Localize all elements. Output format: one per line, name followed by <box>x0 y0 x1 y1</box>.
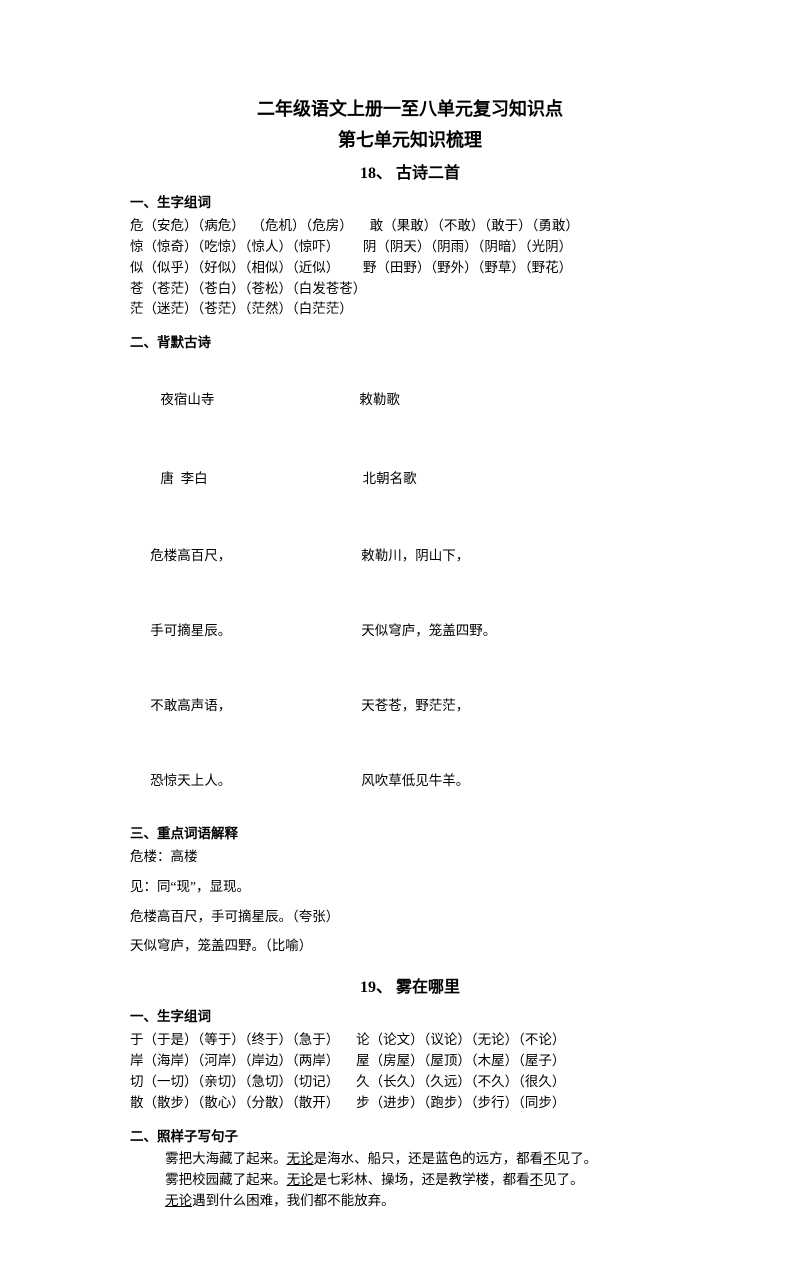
sb-u2: 不 <box>530 1172 544 1187</box>
sc-u1: 无论 <box>165 1193 192 1208</box>
sc-mid: 遇到什么困难，我们都不能放弃。 <box>192 1193 395 1208</box>
l19-row-2: 切（一切）（亲切）（急切）（切记） 久（长久）（久远）（不久）（很久） <box>130 1072 690 1093</box>
l18-s1-head: 一、生字组词 <box>130 192 690 214</box>
sa-u1: 无论 <box>287 1151 314 1166</box>
l19-row-1: 岸（海岸）（河岸）（岸边）（两岸） 屋（房屋）（屋顶）（木屋）（屋子） <box>130 1051 690 1072</box>
poem-line-2: 不敢高声语， 天苍苍，野茫茫， <box>130 673 690 738</box>
l18-row-0: 危（安危）（病危） （危机）（危房） 敢（果敢）（不敢）（敢于）（勇敢） <box>130 216 690 237</box>
explain-2: 危楼高百尺，手可摘星辰。（夸张） <box>130 906 690 928</box>
explain-0: 危楼：高楼 <box>130 846 690 868</box>
poem-line-1: 手可摘星辰。 天似穹庐，笼盖四野。 <box>130 598 690 663</box>
poem2-l3: 风吹草低见牛羊。 <box>361 773 469 788</box>
poem1-author: 唐 李白 <box>150 471 207 486</box>
poem-titles: 夜宿山寺 敕勒歌 <box>130 366 690 435</box>
poem2-l2: 天苍苍，野茫茫， <box>361 698 469 713</box>
poem1-l3: 恐惊天上人。 <box>150 773 231 788</box>
l19-s2-head: 二、照样子写句子 <box>130 1126 690 1148</box>
poem1-title: 夜宿山寺 <box>150 392 214 407</box>
l18-row-3: 苍（苍茫）（苍白）（苍松）（白发苍苍） <box>130 279 690 300</box>
l18-row-2: 似（似乎）（好似）（相似）（近似） 野（田野）（野外）（野草）（野花） <box>130 258 690 279</box>
poem-line-0: 危楼高百尺， 敕勒川，阴山下， <box>130 524 690 589</box>
poem2-author: 北朝名歌 <box>363 471 417 486</box>
sentence-a: 雾把大海藏了起来。无论是海水、船只，还是蓝色的远方，都看不见了。 <box>130 1149 690 1170</box>
poem2-l1: 天似穹庐，笼盖四野。 <box>361 623 496 638</box>
l19-s1-head: 一、生字组词 <box>130 1006 690 1028</box>
sb-pre: 雾把校园藏了起来。 <box>165 1172 287 1187</box>
lesson19-title: 19、 雾在哪里 <box>130 975 690 1001</box>
lesson18-title: 18、 古诗二首 <box>130 161 690 187</box>
sa-tail: 见了。 <box>557 1151 598 1166</box>
sb-tail: 见了。 <box>543 1172 584 1187</box>
l19-row-3: 散（散步）（散心）（分散）（散开） 步（进步）（跑步）（步行）（同步） <box>130 1093 690 1114</box>
l18-s3-head: 三、重点词语解释 <box>130 823 690 845</box>
l18-row-1: 惊（惊奇）（吃惊）（惊人）（惊吓） 阴（阴天）（阴雨）（阴暗）（光阴） <box>130 237 690 258</box>
poem-line-3: 恐惊天上人。 风吹草低见牛羊。 <box>130 748 690 813</box>
poem2-l0: 敕勒川，阴山下， <box>361 548 469 563</box>
poem1-l2: 不敢高声语， <box>150 698 231 713</box>
title-sub: 第七单元知识梳理 <box>130 126 690 155</box>
title-main: 二年级语文上册一至八单元复习知识点 <box>130 95 690 124</box>
sa-pre: 雾把大海藏了起来。 <box>165 1151 287 1166</box>
poem2-title: 敕勒歌 <box>359 392 400 407</box>
sentence-c: 无论遇到什么困难，我们都不能放弃。 <box>130 1191 690 1212</box>
poem-authors: 唐 李白 北朝名歌 <box>130 445 690 514</box>
sb-mid: 是七彩林、操场，还是教学楼，都看 <box>314 1172 530 1187</box>
sb-u1: 无论 <box>287 1172 314 1187</box>
l19-row-0: 于（于是）（等于）（终于）（急于） 论（论文）（议论）（无论）（不论） <box>130 1030 690 1051</box>
poem1-l1: 手可摘星辰。 <box>150 623 231 638</box>
sa-u2: 不 <box>543 1151 557 1166</box>
sa-mid: 是海水、船只，还是蓝色的远方，都看 <box>314 1151 544 1166</box>
explain-1: 见：同“现”，显现。 <box>130 876 690 898</box>
l18-s2-head: 二、背默古诗 <box>130 332 690 354</box>
sentence-b: 雾把校园藏了起来。无论是七彩林、操场，还是教学楼，都看不见了。 <box>130 1170 690 1191</box>
l18-row-4: 茫（迷茫）（苍茫）（茫然）（白茫茫） <box>130 299 690 320</box>
poem1-l0: 危楼高百尺， <box>150 548 231 563</box>
explain-3: 天似穹庐，笼盖四野。（比喻） <box>130 935 690 957</box>
